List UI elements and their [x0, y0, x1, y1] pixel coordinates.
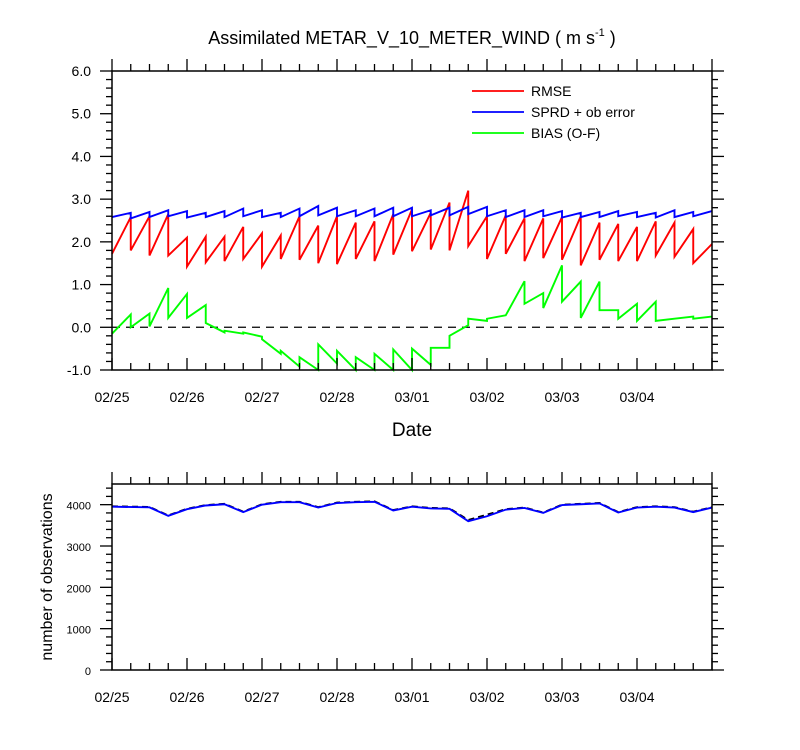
bottom-series-group: [111, 500, 713, 523]
top-series-bias-o-f-line: [111, 264, 713, 373]
top-y-tick-label: 6.0: [72, 63, 92, 79]
top-x-tick-label: 02/26: [169, 389, 204, 405]
bottom-y-tick-label: 3000: [67, 542, 91, 554]
chart-title-superscript: -1: [595, 27, 605, 39]
bottom-x-tick-label: 03/01: [394, 689, 429, 705]
top-y-tick-label: -1.0: [67, 362, 91, 378]
bottom-y-tick-label: 1000: [67, 625, 91, 637]
bottom-y-tick-label: 4000: [67, 501, 91, 513]
top-series-rmse-line: [111, 190, 713, 271]
top-series-sprd-ob-error-line: [111, 204, 713, 220]
bottom-axes-group: 02/25 02/26 02/27 02/28 03/01 03/02 03/03 03/04…: [67, 472, 724, 705]
bottom-x-tick-label: 03/02: [469, 689, 504, 705]
bottom-y-tick-label: 0: [85, 666, 91, 678]
top-y-tick-label: 1.0: [72, 277, 92, 293]
legend: RMSE SPRD + ob error BIAS (O-F): [472, 83, 635, 141]
top-y-tick-label: 2.0: [72, 234, 92, 250]
bottom-x-tick-label: 02/27: [244, 689, 279, 705]
bottom-plot-frame: [111, 483, 713, 671]
chart-title-end: ): [605, 28, 616, 48]
top-x-tick-label: 02/28: [319, 389, 354, 405]
top-plot-frame: [111, 70, 713, 371]
top-x-tick-label: 02/25: [94, 389, 129, 405]
bottom-x-tick-label: 02/26: [169, 689, 204, 705]
bottom-x-tick-label: 02/25: [94, 689, 129, 705]
top-axes-group: 02/25 02/26 02/27 02/28 03/01 03/02 03/03 03/04…: [67, 59, 724, 405]
top-x-tick-label: 03/03: [544, 389, 579, 405]
top-x-tick-label: 03/04: [619, 389, 654, 405]
top-series-group: [111, 190, 713, 373]
chart-title: Assimilated METAR_V_10_METER_WIND ( m s-…: [208, 27, 616, 49]
bottom-x-tick-label: 03/03: [544, 689, 579, 705]
top-x-tick-label: 03/01: [394, 389, 429, 405]
top-y-tick-label: 5.0: [72, 106, 92, 122]
chart-title-main: Assimilated METAR_V_10_METER_WIND ( m s: [208, 28, 595, 49]
legend-label-bias: BIAS (O-F): [531, 125, 600, 141]
top-x-tick-label: 03/02: [469, 389, 504, 405]
bottom-y-tick-label: 2000: [67, 583, 91, 595]
bottom-x-tick-label: 02/28: [319, 689, 354, 705]
top-y-tick-label: 0.0: [72, 319, 92, 335]
legend-label-sprd: SPRD + ob error: [531, 104, 635, 120]
legend-label-rmse: RMSE: [531, 83, 571, 99]
top-y-tick-label: 3.0: [72, 191, 92, 207]
x-axis-label: Date: [392, 420, 432, 441]
top-x-tick-label: 02/27: [244, 389, 279, 405]
bottom-x-tick-label: 03/04: [619, 689, 654, 705]
y-axis-label-bottom: number of observations: [39, 493, 56, 660]
top-y-tick-label: 4.0: [72, 148, 92, 164]
bottom-series-assimilated-line: [111, 500, 713, 523]
